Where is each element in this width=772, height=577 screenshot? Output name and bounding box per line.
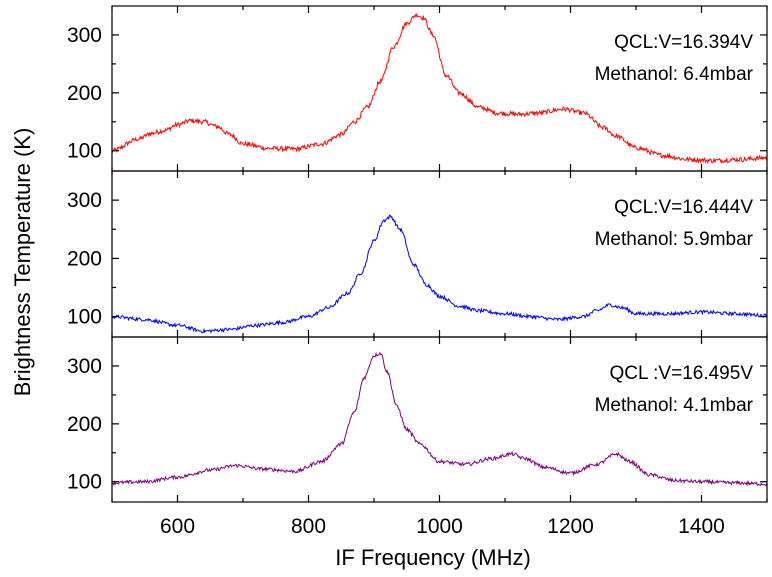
panel-1: 100 200 300 QCL:V=16.394V Methanol: 6.4mbar <box>67 5 768 172</box>
x-tick-label: 1400 <box>678 515 725 538</box>
y-tick-label: 200 <box>67 247 102 270</box>
panel-annotation: Methanol: 6.4mbar <box>595 64 754 85</box>
panel-annotation: Methanol: 4.1mbar <box>595 395 754 416</box>
x-axis-ticks: 600 800 1000 1200 1400 <box>160 515 725 538</box>
panel-annotation: QCL:V=16.394V <box>614 32 753 53</box>
y-tick-label: 200 <box>67 413 102 436</box>
y-tick-label: 100 <box>67 306 102 329</box>
panel-2: 100 200 300 QCL:V=16.444V Methanol: 5.9mbar <box>67 170 768 338</box>
x-tick-label: 800 <box>291 515 326 538</box>
y-tick-label: 300 <box>67 189 102 212</box>
y-axis-label: Brightness Temperature (K) <box>10 128 35 397</box>
y-tick-label: 300 <box>67 24 102 47</box>
y-tick-label: 100 <box>67 471 102 494</box>
x-tick-label: 1200 <box>547 515 594 538</box>
panel-3: 100 200 300 QCL :V=16.495V Methanol: 4.1mbar <box>67 336 768 503</box>
y-tick-label: 200 <box>67 82 102 105</box>
series-line-1 <box>111 13 768 165</box>
x-tick-label: 1000 <box>416 515 463 538</box>
panel-frame-1 <box>111 5 768 172</box>
series-line-3 <box>111 351 768 487</box>
y-tick-label: 100 <box>67 140 102 163</box>
series-line-2 <box>111 214 768 334</box>
panel-annotation: QCL :V=16.495V <box>610 363 754 384</box>
panel-frame-2 <box>111 170 768 338</box>
panel-annotation: QCL:V=16.444V <box>614 197 753 218</box>
x-tick-label: 600 <box>160 515 195 538</box>
y-tick-label: 300 <box>67 355 102 378</box>
panel-frame-3 <box>111 336 768 503</box>
panel-annotation: Methanol: 5.9mbar <box>595 229 754 250</box>
x-axis-label: IF Frequency (MHz) <box>335 545 531 570</box>
